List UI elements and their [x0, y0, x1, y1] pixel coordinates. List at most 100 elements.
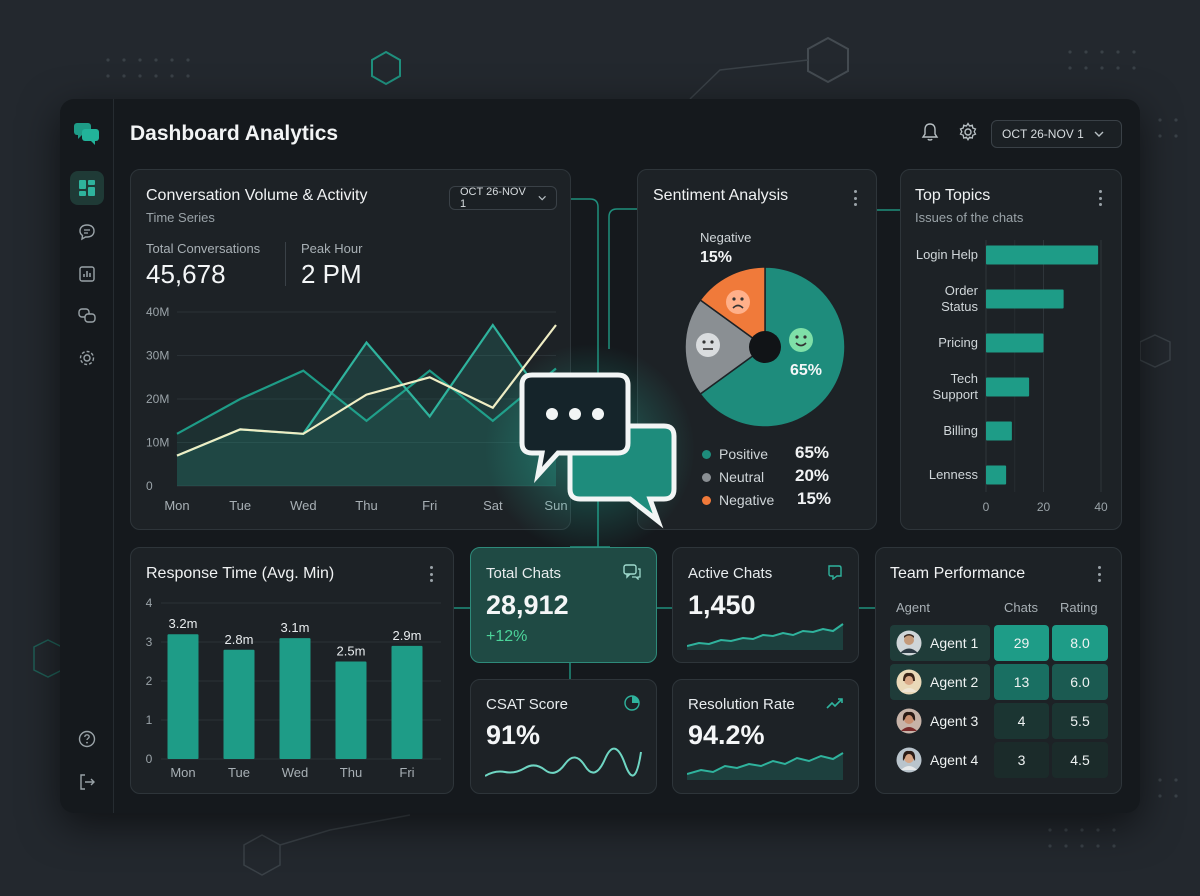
bar-value-label: 2.9m	[393, 628, 422, 643]
chats-cell: 29	[994, 625, 1049, 661]
x-tick-label: 0	[983, 500, 990, 514]
x-tick-label: Wed	[282, 765, 309, 780]
card-title: Conversation Volume & Activity	[146, 187, 368, 204]
y-tick-label: 2	[146, 674, 153, 688]
response-bar	[279, 638, 311, 759]
card-title: Team Performance	[890, 565, 1026, 582]
bar-chart-icon	[79, 266, 95, 282]
chevron-down-icon	[1094, 131, 1104, 137]
more-options-button[interactable]	[428, 566, 434, 582]
card-subtitle: Issues of the chats	[915, 210, 1024, 225]
more-options-button[interactable]	[1096, 566, 1102, 582]
dashboard-window: Dashboard Analytics OCT 26-NOV 1 Convers…	[60, 99, 1140, 813]
agent-name: Agent 1	[930, 635, 979, 651]
active-chats-card: Active Chats 1,450	[672, 547, 859, 663]
legend-neutral: Neutral	[702, 469, 764, 485]
pie-chart-icon	[624, 695, 640, 711]
y-tick-label: 30M	[146, 349, 169, 363]
chevron-down-icon	[538, 195, 546, 201]
topic-label: Status	[941, 299, 978, 314]
kpi-value: 28,912	[486, 590, 569, 620]
peak-hour-value: 2 PM	[301, 259, 362, 289]
active-chats-sparkline	[687, 623, 844, 650]
y-tick-label: 0	[146, 479, 153, 493]
x-tick-label: Sat	[483, 498, 503, 513]
legend-neutral-value: 20%	[795, 466, 830, 485]
sidebar-item-messages[interactable]	[70, 299, 104, 333]
rating-cell: 6.0	[1052, 664, 1108, 700]
kpi-label: Active Chats	[688, 565, 773, 582]
date-range-label: OCT 26-NOV 1	[1002, 127, 1084, 141]
more-options-button[interactable]	[1097, 190, 1103, 206]
positive-face-icon	[789, 328, 813, 352]
agent-name: Agent 2	[930, 674, 979, 690]
topic-label: Pricing	[938, 335, 978, 350]
legend-positive-value: 65%	[795, 443, 830, 462]
chat-icon	[828, 565, 842, 580]
topic-bar	[986, 333, 1044, 353]
legend-positive: Positive	[702, 446, 768, 462]
volume-line-chart: 010M20M30M40MMonTueWedThuFriSatSun	[146, 305, 568, 513]
card-title: Response Time (Avg. Min)	[146, 565, 335, 582]
response-bar	[167, 634, 199, 759]
response-bar-chart: 0 1 2 3 4 3.2m Mon 2.8m Tue 3.1m Wed 2.5m Thu 2.9m Fri	[146, 596, 441, 780]
x-tick-label: Tue	[228, 765, 250, 780]
chats-cell: 13	[994, 664, 1049, 700]
kpi-label: Total Chats	[486, 565, 562, 582]
agent-name: Agent 4	[930, 752, 979, 768]
x-tick-label: Thu	[340, 765, 362, 780]
date-range-dropdown[interactable]: OCT 26-NOV 1	[991, 120, 1122, 148]
topic-bar	[986, 245, 1099, 265]
response-bar	[391, 645, 423, 759]
divider	[285, 242, 286, 286]
logout-icon	[80, 774, 95, 790]
y-tick-label: 0	[146, 752, 153, 766]
kpi-value: 94.2%	[688, 720, 765, 750]
avatar	[896, 747, 922, 773]
series-area	[177, 368, 556, 486]
sidebar-item-settings[interactable]	[70, 341, 104, 375]
x-tick-label: Fri	[399, 765, 414, 780]
topic-bar	[986, 465, 1007, 485]
x-tick-label: Mon	[164, 498, 189, 513]
card-title: Top Topics	[915, 187, 991, 204]
response-bar	[223, 649, 255, 759]
more-options-button[interactable]	[852, 190, 858, 206]
rating-cell: 8.0	[1052, 625, 1108, 661]
kpi-value: 1,450	[688, 590, 756, 620]
volume-date-dropdown[interactable]: OCT 26-NOV 1	[449, 186, 557, 210]
gear-icon	[959, 122, 977, 141]
card-subtitle: Time Series	[146, 210, 215, 225]
topic-label: Lenness	[929, 467, 979, 482]
logout-button[interactable]	[70, 765, 104, 799]
page-title: Dashboard Analytics	[130, 122, 339, 145]
column-header-agent: Agent	[896, 600, 930, 615]
column-header-chats: Chats	[1004, 600, 1038, 615]
chat-icon	[79, 224, 95, 241]
bell-icon	[921, 123, 939, 141]
kpi-label: Resolution Rate	[688, 696, 795, 713]
kpi-value: 91%	[486, 720, 541, 750]
chats-cell: 4	[994, 703, 1049, 739]
sidebar-item-chats[interactable]	[70, 215, 104, 249]
notifications-button[interactable]	[919, 121, 941, 143]
response-time-card: Response Time (Avg. Min) 0 1 2 3 4 3.2m Mon 2.8…	[130, 547, 454, 794]
topic-label: Billing	[943, 423, 978, 438]
volume-date-label: OCT 26-NOV 1	[460, 186, 526, 210]
chats-cell: 3	[994, 742, 1049, 778]
column-header-rating: Rating	[1060, 600, 1098, 615]
sidebar	[60, 99, 114, 813]
settings-button[interactable]	[957, 121, 979, 143]
help-button[interactable]	[70, 722, 104, 756]
y-tick-label: 3	[146, 635, 153, 649]
logo-icon	[73, 121, 101, 147]
x-tick-label: Mon	[170, 765, 195, 780]
avatar	[896, 708, 922, 734]
sidebar-item-dashboard[interactable]	[70, 171, 104, 205]
bar-value-label: 2.5m	[337, 644, 366, 659]
topic-label: Login Help	[916, 247, 978, 262]
topic-bar	[986, 377, 1030, 397]
agent-name: Agent 3	[930, 713, 979, 729]
bar-value-label: 3.2m	[169, 616, 198, 631]
sidebar-item-reports[interactable]	[70, 257, 104, 291]
